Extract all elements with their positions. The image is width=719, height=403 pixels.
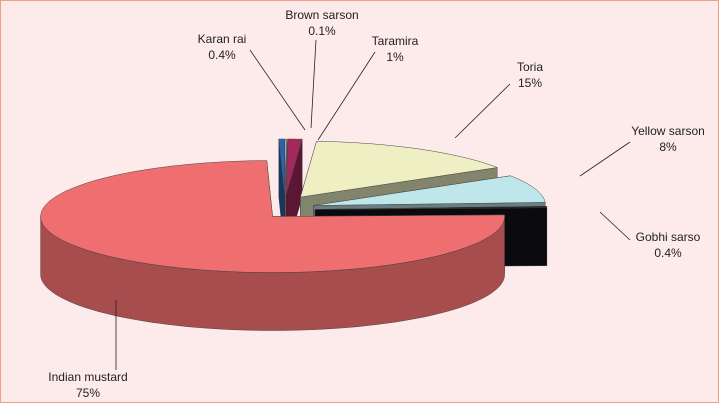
slice-label: Toria [517, 60, 543, 74]
slice-value-label: 1% [386, 50, 404, 64]
slice-value-label: 0.4% [208, 48, 236, 62]
slice-value-label: 75% [76, 386, 100, 400]
slice [300, 141, 499, 198]
slice-label: Yellow sarson [631, 124, 705, 138]
leader-line [454, 83, 511, 139]
slice-label: Indian mustard [48, 370, 127, 384]
slice-label: Gobhi sarso [636, 230, 701, 244]
leader-line [249, 49, 306, 131]
slice-value-label: 15% [518, 76, 542, 90]
leader-line [317, 51, 376, 141]
slice-label: Taramira [372, 34, 419, 48]
leader-line [310, 39, 317, 129]
slice-label: Brown sarson [285, 8, 358, 22]
slice [285, 138, 303, 196]
slice [284, 138, 287, 196]
slice [40, 160, 505, 273]
leader-line [579, 141, 631, 177]
slice-label: Karan rai [198, 32, 247, 46]
slice [278, 138, 285, 196]
slice [313, 175, 546, 206]
slice [314, 206, 548, 210]
leader-line [599, 211, 631, 241]
slice-value-label: 0.4% [654, 246, 682, 260]
slice-value-label: 8% [659, 140, 677, 154]
slice-value-label: 0.1% [308, 24, 336, 38]
